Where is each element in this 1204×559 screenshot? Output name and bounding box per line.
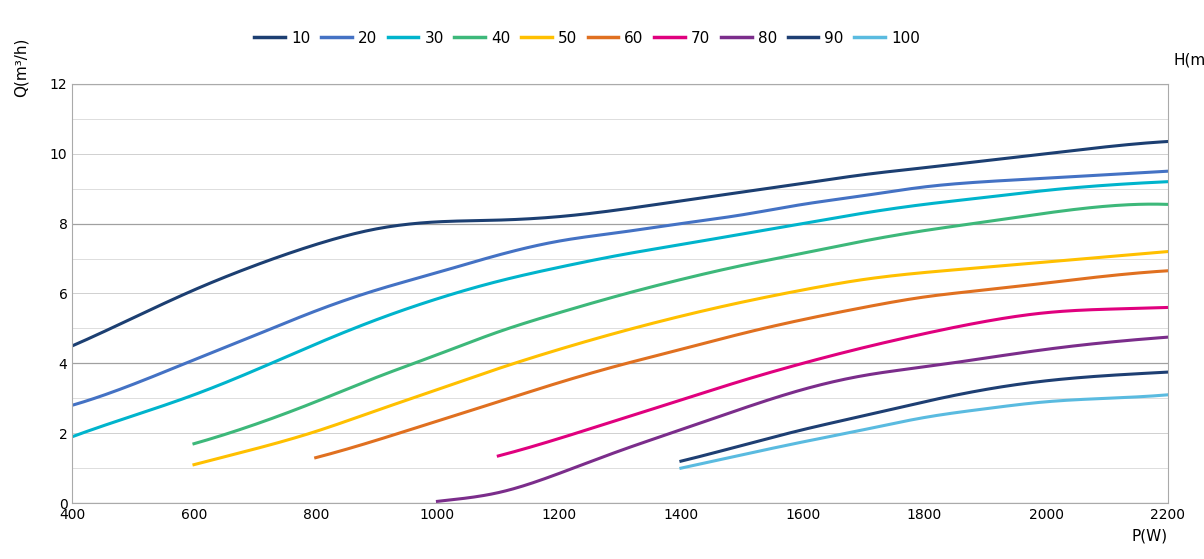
Text: P(W): P(W) [1132, 528, 1168, 543]
Legend: 10, 20, 30, 40, 50, 60, 70, 80, 90, 100: 10, 20, 30, 40, 50, 60, 70, 80, 90, 100 [248, 25, 926, 51]
Y-axis label: Q(m³/h): Q(m³/h) [13, 37, 29, 97]
Text: H(m): H(m) [1174, 52, 1204, 67]
